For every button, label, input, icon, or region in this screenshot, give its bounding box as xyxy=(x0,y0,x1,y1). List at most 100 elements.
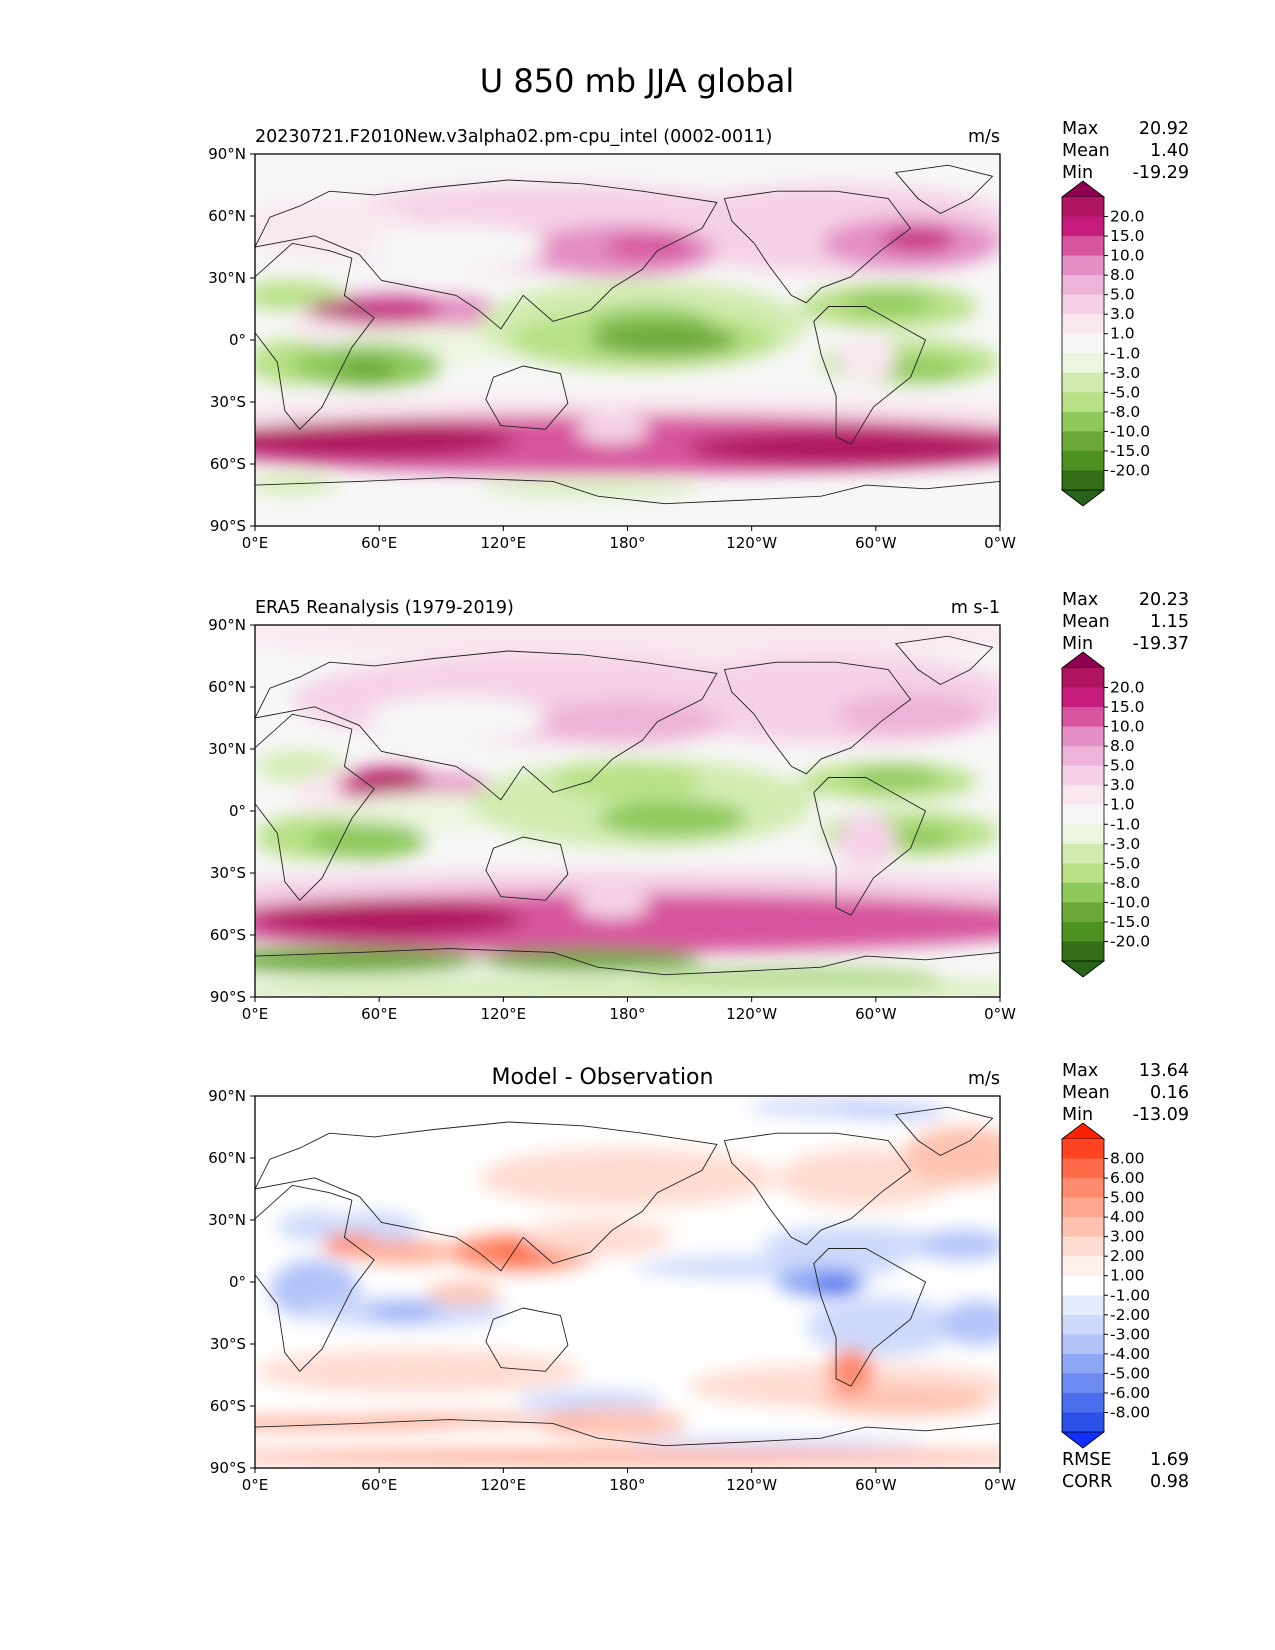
coastline xyxy=(255,650,718,801)
lat-tick-label: 90°N xyxy=(208,1087,246,1105)
coastline xyxy=(255,1121,718,1272)
metric-label: CORR xyxy=(1062,1472,1112,1492)
lat-tick-label: 60°N xyxy=(208,678,246,696)
lon-tick-label: 60°E xyxy=(361,534,397,552)
field-region xyxy=(553,762,702,800)
panel-title: ERA5 Reanalysis (1979-2019) xyxy=(255,598,514,618)
colorbar-segment xyxy=(1062,941,1104,962)
colorbar-segment xyxy=(1062,1392,1104,1414)
lat-tick-label: 30°N xyxy=(208,740,246,758)
colorbar-label: -2.00 xyxy=(1110,1306,1150,1324)
stat-label: Min xyxy=(1062,1105,1093,1125)
field-region xyxy=(530,699,725,745)
field-region xyxy=(590,325,740,355)
lat-tick-label: 30°N xyxy=(208,1211,246,1229)
coastline xyxy=(723,661,912,775)
colorbar-segment xyxy=(1062,1217,1104,1238)
colorbar-segment xyxy=(1062,746,1104,767)
lat-tick-label: 0° xyxy=(229,1273,246,1291)
colorbar-label: 5.0 xyxy=(1110,286,1135,304)
stat-value: 1.40 xyxy=(1150,141,1189,161)
coastlines xyxy=(255,1106,1000,1447)
lat-tick-label: 30°N xyxy=(208,269,246,287)
lon-tick-label: 120°W xyxy=(726,1005,777,1023)
lat-tick-label: 0° xyxy=(229,802,246,820)
coastline xyxy=(894,1106,994,1157)
colorbar-segment xyxy=(1062,1236,1104,1257)
colorbar-extend-bottom xyxy=(1060,489,1106,507)
lon-tick-label: 0°E xyxy=(242,1476,269,1494)
lat-tick-label: 30°S xyxy=(210,393,246,411)
coastline xyxy=(255,242,375,430)
colorbar-segment xyxy=(1062,707,1104,728)
field-region xyxy=(255,154,1000,188)
field-region xyxy=(851,766,941,789)
colorbar-segment xyxy=(1062,1158,1104,1179)
colorbar-label: 3.00 xyxy=(1110,1228,1145,1246)
colorbar-extend-top xyxy=(1060,651,1106,669)
field-region xyxy=(806,1296,956,1357)
colorbar-label: -15.0 xyxy=(1110,442,1150,460)
colorbar-label: 20.0 xyxy=(1110,679,1145,697)
stat-label: Max xyxy=(1062,119,1098,139)
colorbar-segment xyxy=(1062,236,1104,257)
stat-value: -13.09 xyxy=(1133,1105,1189,1125)
field-region xyxy=(828,1348,874,1394)
coastlines xyxy=(255,635,1000,976)
field-region xyxy=(255,475,337,495)
colorbar-segment xyxy=(1062,1334,1104,1355)
metric-value: 1.69 xyxy=(1150,1450,1189,1470)
lon-tick-label: 60°W xyxy=(855,1476,897,1494)
coastline-antarctica xyxy=(255,948,1000,976)
field-region xyxy=(538,1408,688,1439)
coastline xyxy=(255,179,718,330)
field-region xyxy=(813,1386,993,1416)
colorbar-segment xyxy=(1062,765,1104,786)
colorbar: 8.006.00 5.004.00 3.002.00 1.00-1.00 -2.00-3… xyxy=(1060,1122,1150,1449)
panel-title: 20230721.F2010New.v3alpha02.pm-cpu_intel… xyxy=(255,127,772,147)
colorbar-segment xyxy=(1062,294,1104,315)
lat-tick-label: 90°N xyxy=(208,616,246,634)
stat-value: 13.64 xyxy=(1139,1061,1189,1081)
lon-tick-label: 120°E xyxy=(481,534,527,552)
metric-value: 0.98 xyxy=(1150,1472,1189,1492)
colorbar-label: -5.0 xyxy=(1110,383,1140,401)
colorbar-segment xyxy=(1062,411,1104,432)
colorbar-segment xyxy=(1062,668,1104,689)
lat-tick-label: 0° xyxy=(229,331,246,349)
colorbar-label: -5.0 xyxy=(1110,854,1140,872)
field-region xyxy=(351,1241,457,1264)
colorbar-segment xyxy=(1062,843,1104,864)
field-region xyxy=(575,889,650,919)
lon-tick-label: 120°W xyxy=(726,534,777,552)
lat-tick-label: 60°N xyxy=(208,1149,246,1167)
coastline-antarctica xyxy=(255,477,1000,505)
lon-tick-label: 180° xyxy=(609,1476,645,1494)
colorbar-label: -3.0 xyxy=(1110,364,1140,382)
field-region xyxy=(523,1218,673,1256)
field-region xyxy=(478,948,702,971)
field-region xyxy=(255,421,516,460)
field-region xyxy=(918,1229,1000,1260)
colorbar-extend-top xyxy=(1060,1122,1106,1140)
coastline xyxy=(485,1307,569,1372)
field-region xyxy=(940,1300,1000,1346)
field-region xyxy=(627,1436,926,1448)
coastline xyxy=(813,306,927,445)
colorbar-label: 20.0 xyxy=(1110,208,1145,226)
colorbar-label: -20.0 xyxy=(1110,932,1150,950)
field-region xyxy=(255,978,1000,997)
lat-tick-label: 30°S xyxy=(210,1335,246,1353)
stat-label: Mean xyxy=(1062,141,1110,161)
lon-tick-label: 180° xyxy=(609,1005,645,1023)
stat-value: 20.23 xyxy=(1139,590,1189,610)
field-region xyxy=(426,1282,501,1305)
field-region xyxy=(366,224,546,270)
colorbar-label: -10.0 xyxy=(1110,422,1150,440)
colorbar-label: -10.0 xyxy=(1110,893,1150,911)
colorbar-label: 15.0 xyxy=(1110,698,1145,716)
lat-tick-label: 60°N xyxy=(208,207,246,225)
colorbar-segment xyxy=(1062,863,1104,884)
panel-title: Model - Observation xyxy=(492,1065,714,1090)
